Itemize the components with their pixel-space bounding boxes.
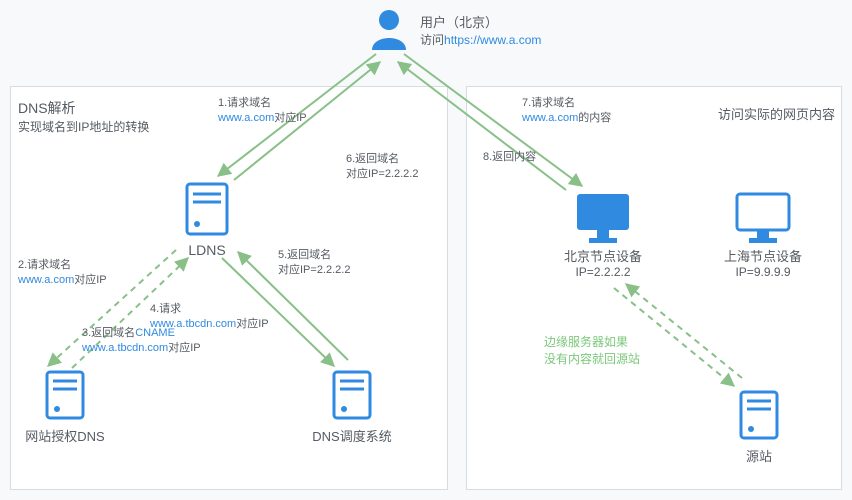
user-visit-prefix: 访问: [420, 33, 444, 47]
user-icon: [366, 6, 412, 52]
right-title: 访问实际的网页内容: [718, 104, 835, 123]
shanghai-label: 上海节点设备: [708, 246, 818, 265]
authdns-node: 网站授权DNS: [20, 368, 110, 445]
ldns-label: LDNS: [177, 242, 237, 258]
scheduler-label: DNS调度系统: [302, 426, 402, 445]
left-subtitle: 实现域名到IP地址的转换: [18, 118, 149, 135]
server-icon: [41, 368, 89, 426]
authdns-label: 网站授权DNS: [20, 426, 110, 445]
cap-6: 6.返回域名 对应IP=2.2.2.2: [346, 152, 418, 182]
cap-5: 5.返回域名 对应IP=2.2.2.2: [278, 248, 350, 278]
left-title: DNS解析: [18, 98, 76, 118]
scheduler-node: DNS调度系统: [302, 368, 402, 445]
user-visit: 访问https://www.a.com: [420, 31, 541, 48]
cap-7: 7.请求域名 www.a.com的内容: [522, 96, 611, 126]
shanghai-node: 上海节点设备 IP=9.9.9.9: [708, 190, 818, 279]
cap-1: 1.请求域名 www.a.com对应IP: [218, 96, 307, 126]
server-icon: [181, 180, 233, 242]
origin-node: 源站: [724, 388, 794, 465]
cap-8: 8.返回内容: [483, 150, 536, 165]
user-url: https://www.a.com: [444, 33, 541, 47]
beijing-node: 北京节点设备 IP=2.2.2.2: [548, 190, 658, 279]
diagram-stage: DNS解析 实现域名到IP地址的转换 访问实际的网页内容 用户（北京） 访问ht…: [0, 0, 852, 500]
beijing-label: 北京节点设备: [548, 246, 658, 265]
origin-label: 源站: [724, 446, 794, 465]
server-icon: [735, 388, 783, 446]
cap-4: 4.请求 www.a.tbcdn.com对应IP: [150, 302, 269, 332]
monitor-icon: [571, 190, 635, 246]
server-icon: [328, 368, 376, 426]
user-label: 用户（北京）: [420, 12, 541, 31]
cap-2: 2.请求域名 www.a.com对应IP: [18, 258, 107, 288]
edge-note: 边缘服务器如果 没有内容就回源站: [544, 334, 640, 368]
beijing-ip: IP=2.2.2.2: [548, 265, 658, 279]
ldns-node: LDNS: [177, 180, 237, 258]
shanghai-ip: IP=9.9.9.9: [708, 265, 818, 279]
monitor-icon: [731, 190, 795, 246]
